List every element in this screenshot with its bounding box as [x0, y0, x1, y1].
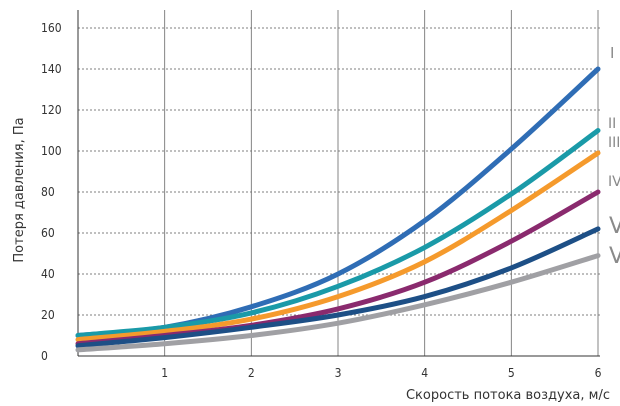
series-label-IV: IV	[608, 174, 620, 190]
series-label-V: V	[609, 214, 620, 239]
series-label-I: I	[610, 44, 614, 62]
series-lines	[75, 66, 601, 353]
series-line-V	[75, 226, 601, 349]
x-tick-label: 6	[595, 366, 602, 380]
x-tick-label: 4	[421, 366, 428, 380]
y-tick-label: 140	[41, 62, 62, 76]
y-tick-label: 20	[41, 308, 55, 322]
x-tick-label: 3	[335, 366, 342, 380]
series-labels: IIIIIIIVVVI	[608, 44, 620, 269]
series-line-II	[75, 128, 601, 338]
y-tick-label: 100	[41, 144, 62, 158]
series-label-III: III	[608, 135, 620, 151]
series-line-VI	[75, 253, 601, 353]
y-axis-label: Потеря давления, Па	[12, 117, 27, 262]
tick-labels: 0 20 40 60 80 100 120 140 160 1 2 3 4 5 6	[41, 21, 602, 380]
axes	[77, 10, 600, 357]
series-label-VI: VI	[609, 244, 620, 269]
series-label-II: II	[608, 116, 616, 132]
grid	[78, 10, 600, 356]
series-line-III	[75, 150, 601, 343]
y-tick-label: 60	[41, 226, 55, 240]
y-tick-label: 40	[41, 267, 55, 281]
y-tick-label: 0	[41, 349, 48, 363]
x-axis-label: Скорость потока воздуха, м/с	[406, 388, 610, 403]
y-tick-label: 120	[41, 103, 62, 117]
x-tick-label: 2	[248, 366, 255, 380]
x-tick-label: 1	[161, 366, 168, 380]
y-tick-label: 80	[41, 185, 55, 199]
y-tick-label: 160	[41, 21, 62, 35]
x-tick-label: 5	[508, 366, 515, 380]
